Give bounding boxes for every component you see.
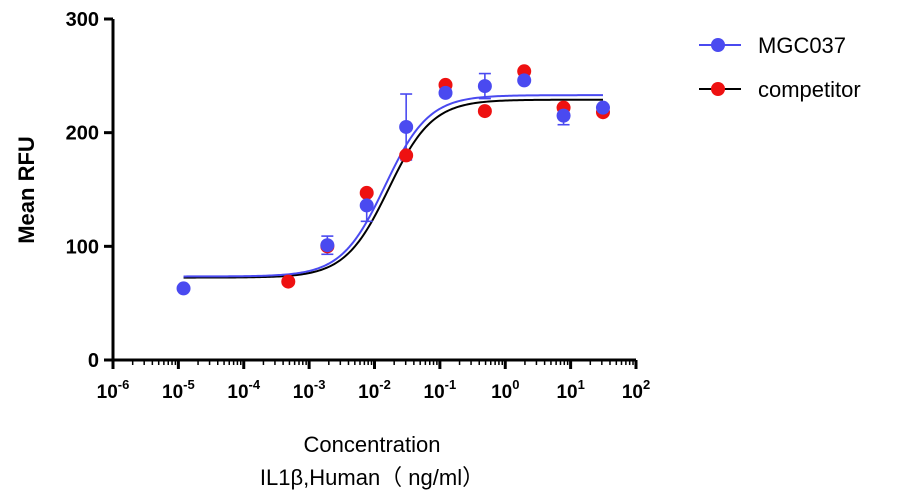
y-tick-label: 100 bbox=[66, 236, 99, 258]
x-tick-label: 10-1 bbox=[424, 377, 457, 403]
x-tick-label: 100 bbox=[491, 377, 519, 403]
x-tick-label: 10-6 bbox=[97, 377, 130, 403]
legend-label: MGC037 bbox=[758, 33, 846, 58]
legend-marker bbox=[711, 82, 725, 96]
fit-curves bbox=[183, 94, 603, 279]
data-point bbox=[359, 198, 374, 213]
fit-curve bbox=[183, 98, 603, 279]
x-tick-label: 10-5 bbox=[162, 377, 195, 403]
data-point bbox=[556, 108, 571, 123]
data-point bbox=[477, 79, 492, 94]
data-point bbox=[517, 73, 532, 88]
x-tick-label: 101 bbox=[556, 377, 584, 403]
axes: 0 100 200 300 10-6 10-5 10-4 10-3 10-2 10-1 100 101… bbox=[66, 9, 651, 403]
y-tick-label: 200 bbox=[66, 123, 99, 145]
data-point bbox=[320, 238, 335, 253]
legend-label: competitor bbox=[758, 77, 861, 102]
x-axis-label-line2: IL1β,Human（ ng/ml） bbox=[260, 465, 484, 490]
data-point bbox=[359, 185, 374, 200]
data-point bbox=[438, 85, 453, 100]
x-tick-label: 10-2 bbox=[358, 377, 391, 403]
x-tick-label: 10-4 bbox=[227, 377, 260, 403]
x-tick-label: 102 bbox=[622, 377, 650, 403]
data-point bbox=[595, 100, 610, 115]
legend: MGC037 competitor bbox=[699, 33, 861, 102]
x-tick-label: 10-3 bbox=[293, 377, 326, 403]
data-point bbox=[399, 119, 414, 134]
data-point bbox=[477, 104, 492, 119]
data-point bbox=[176, 281, 191, 296]
x-axis-label: Concentration bbox=[304, 432, 441, 457]
y-axis-label: Mean RFU bbox=[14, 136, 39, 244]
data-points bbox=[176, 64, 610, 296]
data-point bbox=[281, 274, 296, 289]
fit-curve bbox=[183, 94, 603, 278]
y-tick-label: 0 bbox=[88, 350, 99, 372]
data-point bbox=[399, 148, 414, 163]
y-tick-label: 300 bbox=[66, 9, 99, 31]
legend-marker bbox=[711, 38, 725, 52]
